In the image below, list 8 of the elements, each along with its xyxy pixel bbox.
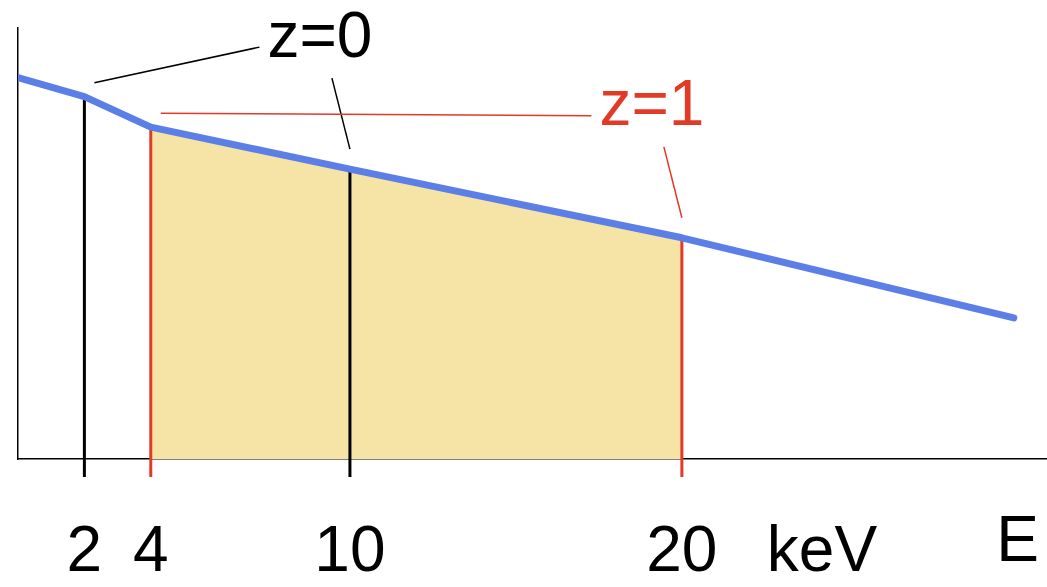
annotation: z=0 [267,0,373,71]
x-tick-label: 20 [646,512,718,585]
annotation: z=1 [599,67,705,140]
text: keV [766,512,878,585]
x-tick-label: 2 [66,512,103,585]
x-axis-title: E [996,502,1039,575]
x-tick-label: 10 [314,512,386,585]
x-tick-label: 4 [132,512,169,585]
